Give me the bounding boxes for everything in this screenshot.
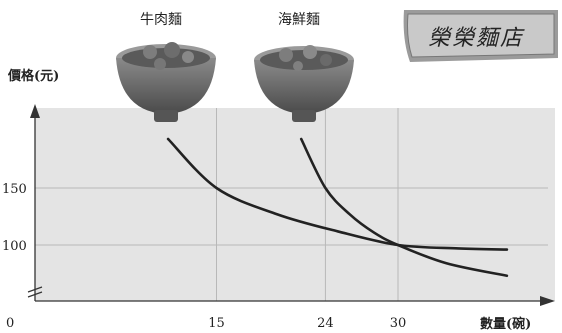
shop-sign-text: 榮榮麵店 — [428, 26, 525, 51]
beef-noodle-label: 牛肉麵 — [140, 12, 182, 28]
axes — [30, 104, 555, 306]
beef-noodle-demand-curve — [166, 137, 509, 251]
x-tick-label: 15 — [208, 316, 225, 331]
origin-label: 0 — [6, 316, 14, 331]
x-axis-arrow — [540, 296, 555, 306]
y-axis-label: 價格(元) — [7, 68, 59, 84]
tick-labels: 15 24 30 150 100 — [2, 182, 406, 331]
plot-area — [35, 108, 555, 301]
x-axis-label: 數量(碗) — [480, 316, 531, 332]
y-tick-label: 150 — [2, 182, 27, 197]
y-tick-label: 100 — [2, 239, 27, 254]
demand-curves — [166, 137, 509, 278]
shop-sign: 榮榮麵店 — [403, 10, 558, 62]
y-axis-arrow — [30, 104, 40, 118]
seafood-noodle-bowl-illustration: 海鮮麵 — [254, 12, 354, 122]
seafood-noodle-demand-curve — [299, 137, 509, 278]
seafood-noodle-label: 海鮮麵 — [278, 12, 320, 28]
axis-break-mark — [27, 286, 43, 298]
x-tick-label: 24 — [317, 316, 334, 331]
x-tick-label: 30 — [390, 316, 407, 331]
beef-noodle-bowl-illustration: 牛肉麵 — [116, 12, 216, 122]
grid-lines — [35, 108, 548, 301]
